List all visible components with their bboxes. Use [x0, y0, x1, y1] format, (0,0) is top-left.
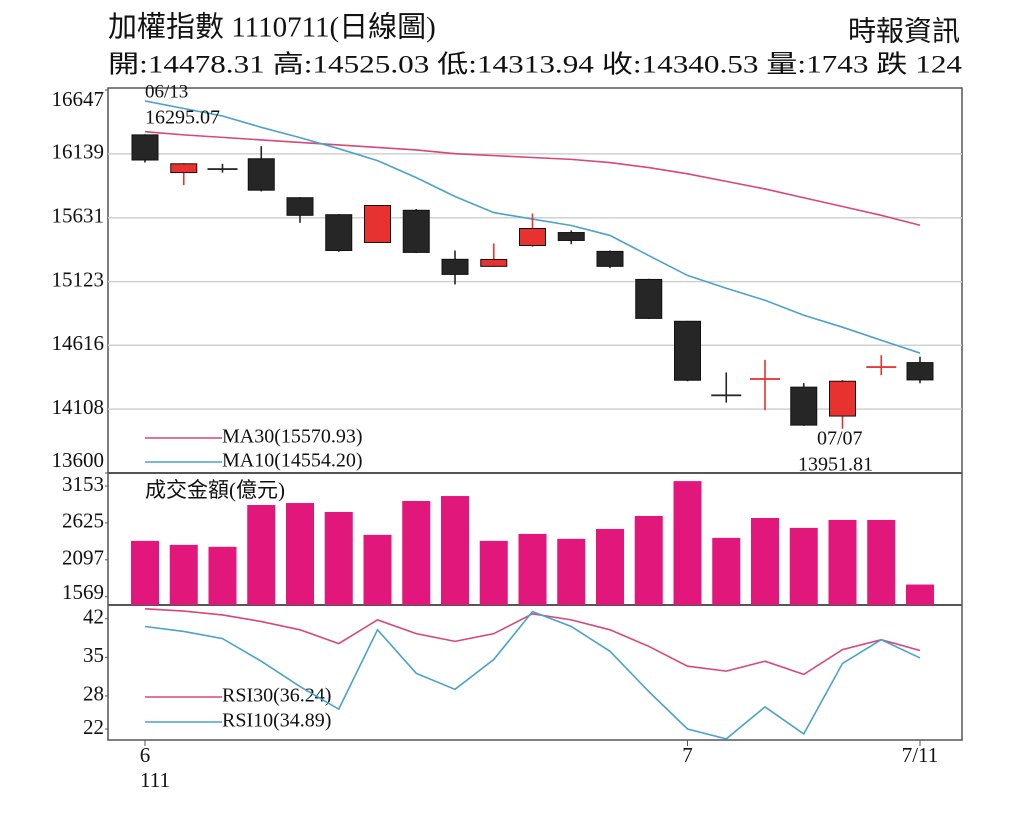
bar: [324, 511, 353, 605]
candle-body: [750, 378, 780, 380]
y-tick-label: 13600: [52, 448, 105, 472]
y-tick-label: 14108: [52, 395, 105, 419]
annotation-date: 07/07: [817, 428, 863, 450]
y-tick-label: 15631: [52, 204, 105, 228]
y-tick-label: 22: [83, 715, 104, 739]
bar: [247, 504, 276, 605]
chart-title: 加權指數 1110711(日線圖): [108, 11, 436, 44]
panel-title: 成交金額(億元): [145, 478, 285, 502]
candle-body: [480, 258, 508, 267]
y-tick-label: 14616: [52, 331, 105, 355]
bar: [402, 501, 431, 605]
bar: [169, 544, 198, 605]
candle-body: [247, 158, 275, 191]
rsi-line: [144, 610, 921, 740]
candle-body: [711, 394, 742, 397]
candle-body: [325, 214, 353, 252]
summary: 開:14478.31 高:14525.03 低:14313.94 收:14340…: [108, 51, 963, 79]
legend-label: RSI10(34.89): [222, 710, 331, 732]
bar: [557, 538, 586, 605]
candle-body: [674, 320, 701, 381]
candle-body: [635, 278, 663, 319]
bar: [867, 519, 896, 605]
bar: [634, 515, 663, 605]
candle-body: [364, 205, 391, 243]
candle-body: [829, 380, 856, 417]
frame: [107, 87, 963, 741]
bar: [518, 533, 547, 605]
candle-body: [402, 209, 430, 253]
x-tick-label: 7: [682, 743, 693, 767]
ma-line: [144, 130, 921, 227]
rsi-line: [144, 608, 921, 676]
candle-body: [131, 134, 159, 161]
y-tick-label: 16647: [52, 87, 105, 111]
candle-body: [596, 250, 624, 267]
bar: [479, 540, 508, 605]
bar: [363, 534, 392, 605]
annotation-value: 16295.07: [145, 107, 220, 129]
y-tick-label: 16139: [52, 140, 105, 164]
candle-body: [557, 232, 585, 241]
bar: [673, 481, 702, 605]
legend-label: RSI30(36.24): [222, 685, 331, 707]
bar: [131, 540, 159, 605]
x-tick-label: 7/11: [902, 743, 939, 767]
y-tick-label: 15123: [52, 267, 105, 291]
y-tick-label: 1569: [62, 580, 104, 604]
candle-body: [286, 197, 314, 216]
year-label: 111: [140, 768, 170, 792]
annotation-value: 13951.81: [798, 454, 873, 476]
y-tick-label: 42: [83, 605, 104, 629]
bar: [441, 496, 469, 605]
annotation-date: 06/13: [145, 81, 188, 102]
y-tick-label: 35: [83, 643, 104, 667]
legend-label: MA10(14554.20): [222, 450, 363, 472]
bar: [712, 537, 741, 605]
y-tick-label: 2097: [62, 546, 104, 570]
bar: [789, 527, 818, 605]
candle-body: [441, 258, 469, 275]
y-tick-label: 3153: [62, 472, 104, 496]
bar: [828, 519, 857, 605]
candle-body: [906, 362, 934, 381]
bar: [906, 584, 934, 605]
bar: [596, 528, 624, 605]
bar: [286, 503, 314, 605]
bar: [208, 546, 237, 605]
candle-body: [207, 168, 238, 170]
candle-body: [519, 228, 546, 246]
candle-body: [170, 163, 198, 174]
x-tick-label: 6: [140, 743, 151, 767]
y-tick-label: 2625: [62, 509, 104, 533]
legend-label: MA30(15570.93): [222, 426, 363, 448]
y-tick-label: 28: [83, 682, 104, 706]
candle-body: [866, 366, 897, 368]
bar: [751, 517, 779, 605]
source: 時報資訊: [848, 15, 960, 47]
candle-body: [790, 386, 818, 426]
